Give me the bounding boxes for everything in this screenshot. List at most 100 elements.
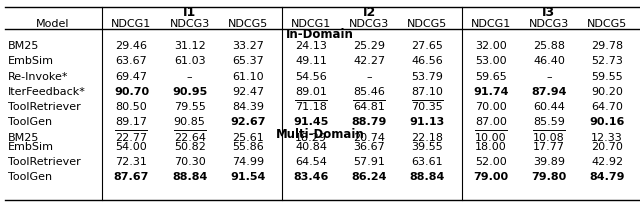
Text: 54.56: 54.56 bbox=[295, 72, 327, 82]
Text: 60.44: 60.44 bbox=[533, 102, 565, 112]
Text: 29.46: 29.46 bbox=[115, 41, 147, 51]
Text: NDCG3: NDCG3 bbox=[349, 19, 389, 29]
Text: 86.24: 86.24 bbox=[351, 172, 387, 182]
Text: –: – bbox=[546, 72, 552, 82]
Text: NDCG5: NDCG5 bbox=[228, 19, 268, 29]
Text: Re-Invoke*: Re-Invoke* bbox=[8, 72, 69, 82]
Text: 42.27: 42.27 bbox=[353, 57, 385, 66]
Text: NDCG5: NDCG5 bbox=[587, 19, 627, 29]
Text: 79.80: 79.80 bbox=[531, 172, 566, 182]
Text: 33.27: 33.27 bbox=[232, 41, 264, 51]
Text: 92.47: 92.47 bbox=[232, 87, 264, 97]
Text: BM25: BM25 bbox=[8, 133, 40, 143]
Text: I1: I1 bbox=[183, 6, 196, 19]
Text: 10.00: 10.00 bbox=[475, 133, 506, 143]
Text: 52.00: 52.00 bbox=[475, 157, 507, 167]
Text: 31.12: 31.12 bbox=[174, 41, 205, 51]
Text: 24.13: 24.13 bbox=[295, 41, 327, 51]
Text: 87.67: 87.67 bbox=[114, 172, 149, 182]
Text: 36.67: 36.67 bbox=[353, 142, 385, 152]
Text: 10.08: 10.08 bbox=[533, 133, 564, 143]
Text: 52.73: 52.73 bbox=[591, 57, 623, 66]
Text: 80.50: 80.50 bbox=[116, 102, 147, 112]
Text: 59.65: 59.65 bbox=[475, 72, 507, 82]
Text: I3: I3 bbox=[542, 6, 556, 19]
Text: 71.18: 71.18 bbox=[295, 102, 327, 112]
Text: 59.55: 59.55 bbox=[591, 72, 623, 82]
Text: 32.00: 32.00 bbox=[475, 41, 507, 51]
Text: 79.00: 79.00 bbox=[473, 172, 508, 182]
Text: 84.79: 84.79 bbox=[589, 172, 625, 182]
Text: 57.91: 57.91 bbox=[353, 157, 385, 167]
Text: 69.47: 69.47 bbox=[115, 72, 147, 82]
Text: 91.45: 91.45 bbox=[293, 117, 329, 127]
Text: 89.17: 89.17 bbox=[115, 117, 147, 127]
Text: ToolRetriever: ToolRetriever bbox=[8, 157, 81, 167]
Text: 87.00: 87.00 bbox=[475, 117, 507, 127]
Text: 18.29: 18.29 bbox=[295, 133, 327, 143]
Text: 53.79: 53.79 bbox=[412, 72, 444, 82]
Text: 64.70: 64.70 bbox=[591, 102, 623, 112]
Text: NDCG1: NDCG1 bbox=[291, 19, 332, 29]
Text: 89.01: 89.01 bbox=[295, 87, 327, 97]
Text: I2: I2 bbox=[363, 6, 376, 19]
Text: 39.89: 39.89 bbox=[533, 157, 565, 167]
Text: 50.82: 50.82 bbox=[173, 142, 205, 152]
Text: 61.03: 61.03 bbox=[174, 57, 205, 66]
Text: 27.65: 27.65 bbox=[412, 41, 444, 51]
Text: 17.77: 17.77 bbox=[533, 142, 565, 152]
Text: EmbSim: EmbSim bbox=[8, 142, 54, 152]
Text: 53.00: 53.00 bbox=[475, 57, 506, 66]
Text: 88.84: 88.84 bbox=[410, 172, 445, 182]
Text: 91.13: 91.13 bbox=[410, 117, 445, 127]
Text: 22.18: 22.18 bbox=[412, 133, 444, 143]
Text: In-Domain: In-Domain bbox=[286, 28, 354, 41]
Text: NDCG1: NDCG1 bbox=[111, 19, 152, 29]
Text: 25.29: 25.29 bbox=[353, 41, 385, 51]
Text: 63.61: 63.61 bbox=[412, 157, 444, 167]
Text: 74.99: 74.99 bbox=[232, 157, 264, 167]
Text: ToolGen: ToolGen bbox=[8, 172, 52, 182]
Text: 25.88: 25.88 bbox=[533, 41, 565, 51]
Text: 39.55: 39.55 bbox=[412, 142, 444, 152]
Text: NDCG5: NDCG5 bbox=[407, 19, 447, 29]
Text: 25.61: 25.61 bbox=[232, 133, 264, 143]
Text: 61.10: 61.10 bbox=[232, 72, 264, 82]
Text: 70.30: 70.30 bbox=[174, 157, 205, 167]
Text: 40.84: 40.84 bbox=[295, 142, 327, 152]
Text: 84.39: 84.39 bbox=[232, 102, 264, 112]
Text: 90.85: 90.85 bbox=[173, 117, 205, 127]
Text: 85.46: 85.46 bbox=[353, 87, 385, 97]
Text: 85.59: 85.59 bbox=[533, 117, 565, 127]
Text: 55.86: 55.86 bbox=[232, 142, 264, 152]
Text: ToolGen: ToolGen bbox=[8, 117, 52, 127]
Text: ToolRetriever: ToolRetriever bbox=[8, 102, 81, 112]
Text: 29.78: 29.78 bbox=[591, 41, 623, 51]
Text: 54.00: 54.00 bbox=[116, 142, 147, 152]
Text: 87.10: 87.10 bbox=[412, 87, 444, 97]
Text: 87.94: 87.94 bbox=[531, 87, 566, 97]
Text: 22.64: 22.64 bbox=[173, 133, 205, 143]
Text: 91.74: 91.74 bbox=[473, 87, 509, 97]
Text: 70.35: 70.35 bbox=[412, 102, 444, 112]
Text: 46.56: 46.56 bbox=[412, 57, 444, 66]
Text: 20.70: 20.70 bbox=[591, 142, 623, 152]
Text: Model: Model bbox=[36, 19, 69, 29]
Text: 22.77: 22.77 bbox=[115, 133, 148, 143]
Text: 42.92: 42.92 bbox=[591, 157, 623, 167]
Text: –: – bbox=[187, 72, 193, 82]
Text: 72.31: 72.31 bbox=[116, 157, 147, 167]
Text: BM25: BM25 bbox=[8, 41, 40, 51]
Text: 63.67: 63.67 bbox=[116, 57, 147, 66]
Text: Multi-Domain: Multi-Domain bbox=[276, 128, 364, 141]
Text: 46.40: 46.40 bbox=[533, 57, 565, 66]
Text: 20.74: 20.74 bbox=[353, 133, 385, 143]
Text: –: – bbox=[367, 72, 372, 82]
Text: 79.55: 79.55 bbox=[173, 102, 205, 112]
Text: EmbSim: EmbSim bbox=[8, 57, 54, 66]
Text: IterFeedback*: IterFeedback* bbox=[8, 87, 86, 97]
Text: 64.54: 64.54 bbox=[295, 157, 327, 167]
Text: 90.95: 90.95 bbox=[172, 87, 207, 97]
Text: 49.11: 49.11 bbox=[295, 57, 327, 66]
Text: 90.16: 90.16 bbox=[589, 117, 625, 127]
